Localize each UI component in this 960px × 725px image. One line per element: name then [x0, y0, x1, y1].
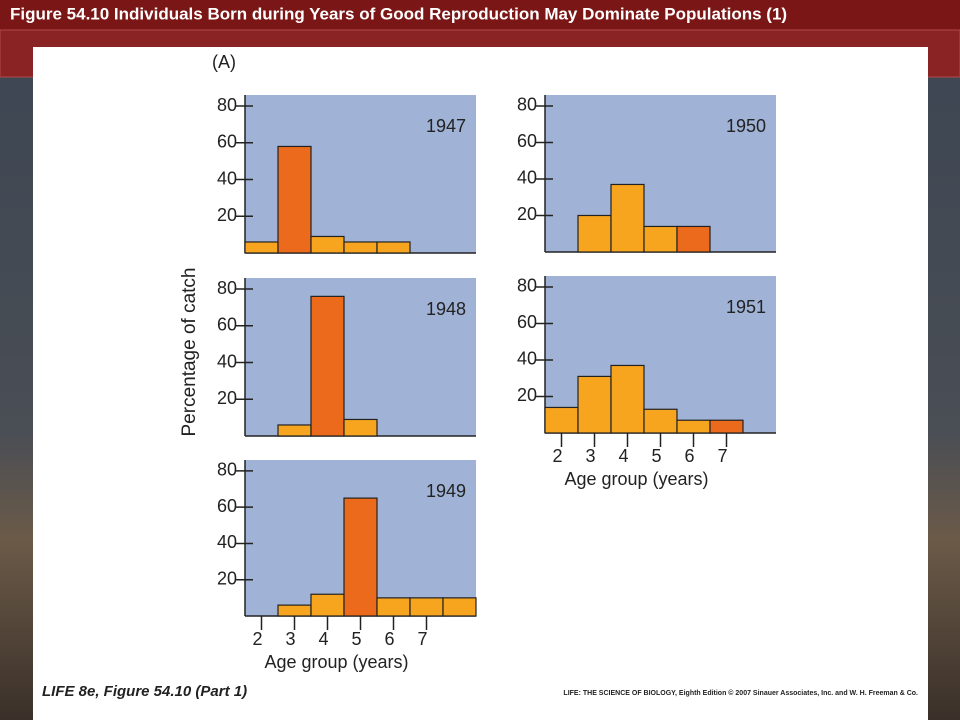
panel-label: (A) [212, 52, 236, 72]
year-label: 1948 [426, 299, 466, 319]
y-tick-label: 20 [217, 205, 237, 225]
x-tick-label: 4 [318, 629, 328, 649]
bar [610, 364, 645, 434]
y-tick-label: 40 [217, 532, 237, 552]
bar [244, 241, 279, 254]
x-tick-label: 7 [417, 629, 427, 649]
bar [310, 295, 345, 437]
x-tick-label: 7 [717, 446, 727, 466]
y-tick-label: 60 [217, 496, 237, 516]
bar [643, 225, 678, 253]
bar [277, 424, 312, 437]
year-label: 1950 [726, 116, 766, 136]
y-tick-label: 80 [217, 278, 237, 298]
y-tick-label: 60 [517, 312, 537, 332]
bar [409, 597, 444, 617]
footer-right: LIFE: THE SCIENCE OF BIOLOGY, Eighth Edi… [563, 689, 918, 697]
y-tick-label: 20 [217, 568, 237, 588]
x-tick-label: 6 [684, 446, 694, 466]
year-label: 1949 [426, 481, 466, 501]
year-label: 1947 [426, 116, 466, 136]
bar [277, 604, 312, 617]
y-tick-label: 80 [217, 460, 237, 480]
figure-area [33, 47, 928, 720]
y-tick-label: 60 [217, 315, 237, 335]
y-tick-label: 20 [517, 385, 537, 405]
x-tick-label: 3 [285, 629, 295, 649]
bar [376, 241, 411, 254]
bar [277, 145, 312, 254]
y-axis-label: Percentage of catch [179, 268, 200, 437]
bar [310, 593, 345, 617]
bar [577, 375, 612, 434]
x-tick-label: 2 [252, 629, 262, 649]
y-tick-label: 40 [217, 168, 237, 188]
footer-left: LIFE 8e, Figure 54.10 (Part 1) [42, 683, 247, 700]
y-tick-label: 80 [217, 95, 237, 115]
y-tick-label: 80 [517, 276, 537, 296]
x-tick-label: 4 [618, 446, 628, 466]
bar [610, 183, 645, 253]
x-tick-label: 6 [384, 629, 394, 649]
x-axis-label: Age group (years) [264, 652, 408, 672]
y-tick-label: 40 [517, 349, 537, 369]
x-tick-label: 3 [585, 446, 595, 466]
x-tick-label: 2 [552, 446, 562, 466]
title-bar [0, 0, 960, 30]
bar [709, 419, 744, 434]
bar [643, 408, 678, 434]
y-tick-label: 40 [217, 351, 237, 371]
y-tick-label: 20 [517, 204, 537, 224]
y-tick-label: 20 [217, 388, 237, 408]
bar [676, 225, 711, 253]
year-label: 1951 [726, 297, 766, 317]
slide-title: Figure 54.10 Individuals Born during Yea… [10, 4, 787, 23]
y-tick-label: 80 [517, 95, 537, 115]
bar [343, 418, 378, 437]
bar [376, 597, 411, 617]
x-tick-label: 5 [351, 629, 361, 649]
x-axis-label: Age group (years) [564, 469, 708, 489]
bar [544, 406, 579, 434]
y-tick-label: 40 [517, 168, 537, 188]
bar [310, 235, 345, 254]
x-tick-label: 5 [651, 446, 661, 466]
bar [676, 419, 711, 434]
bar [577, 214, 612, 253]
y-tick-label: 60 [517, 131, 537, 151]
bar [442, 597, 477, 617]
plot-area [245, 278, 476, 436]
y-tick-label: 60 [217, 132, 237, 152]
bar [343, 241, 378, 254]
bar [343, 497, 378, 617]
